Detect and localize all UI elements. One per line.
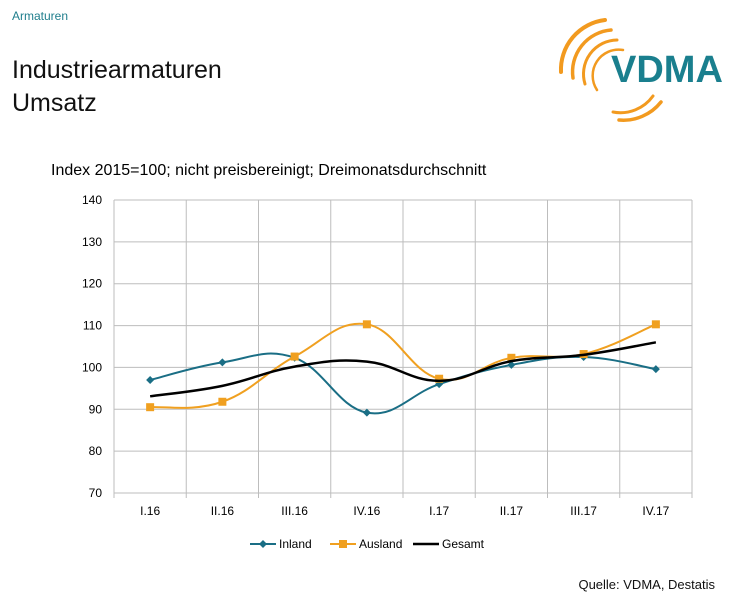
data-point-ausland [218,397,227,406]
x-tick-label: IV.16 [353,504,380,518]
legend-item-inland: Inland [250,537,312,551]
logo-arcs-icon [558,18,663,122]
x-tick-label: I.17 [429,504,449,518]
x-tick-label: III.17 [570,504,597,518]
section-label: Armaturen [12,9,69,23]
x-tick-label: II.17 [500,504,524,518]
data-point-ausland [362,320,371,329]
series-line-gesamt [149,341,657,398]
x-tick-label: IV.17 [642,504,669,518]
legend-marker-ausland [339,540,347,548]
series-gesamt [149,341,657,398]
logo-text: VDMA [611,49,723,91]
data-point-inland [146,375,155,384]
data-point-ausland [435,374,444,383]
data-point-ausland [651,320,660,329]
y-tick-label: 110 [83,319,102,333]
source-note: Quelle: VDMA, Destatis [578,577,715,592]
y-tick-label: 120 [82,277,102,291]
legend-marker-inland [259,540,267,548]
legend-label-inland: Inland [279,537,312,551]
legend-item-gesamt: Gesamt [413,537,485,551]
data-point-ausland [507,353,516,362]
x-tick-label: I.16 [140,504,160,518]
page-title: Industriearmaturen Umsatz [12,54,222,120]
data-point-inland [218,358,227,367]
data-point-inland [507,360,516,369]
x-tick-label: II.16 [211,504,235,518]
chart-title: Index 2015=100; nicht preisbereinigt; Dr… [51,162,487,179]
data-point-inland [651,365,660,374]
legend-label-ausland: Ausland [359,537,402,551]
y-tick-label: 100 [82,360,102,374]
data-point-ausland [146,403,155,412]
x-tick-label: III.16 [281,504,308,518]
data-point-ausland [290,352,299,361]
line-chart: Index 2015=100; nicht preisbereinigt; Dr… [51,162,693,551]
title-line-1: Industriearmaturen [12,56,222,84]
y-tick-label: 140 [82,193,102,207]
legend-item-ausland: Ausland [330,537,402,551]
legend-label-gesamt: Gesamt [442,537,485,551]
y-tick-label: 80 [89,444,103,458]
title-line-2: Umsatz [12,89,97,117]
vdma-logo: VDMA [558,18,723,122]
data-point-inland [362,408,371,417]
y-tick-label: 130 [82,235,102,249]
y-tick-label: 70 [89,486,103,500]
y-tick-label: 90 [89,402,103,416]
